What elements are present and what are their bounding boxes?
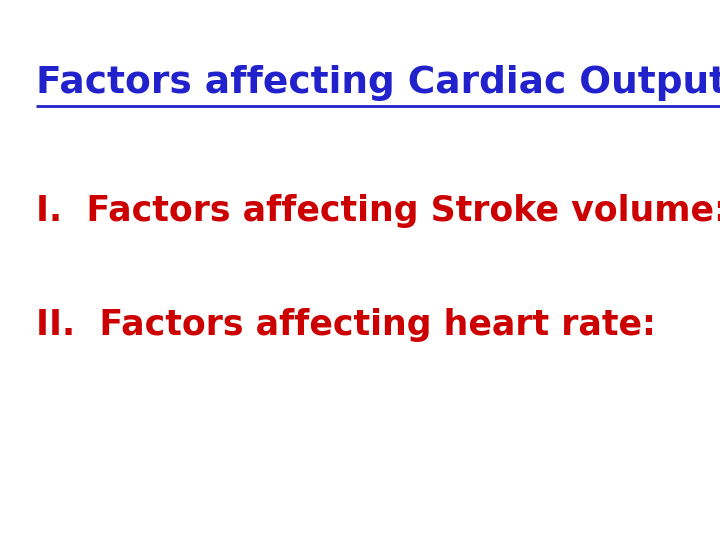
Text: Factors affecting Cardiac Output:: Factors affecting Cardiac Output:	[36, 65, 720, 101]
Text: I.  Factors affecting Stroke volume:: I. Factors affecting Stroke volume:	[36, 194, 720, 228]
Text: II.  Factors affecting heart rate:: II. Factors affecting heart rate:	[36, 308, 656, 342]
